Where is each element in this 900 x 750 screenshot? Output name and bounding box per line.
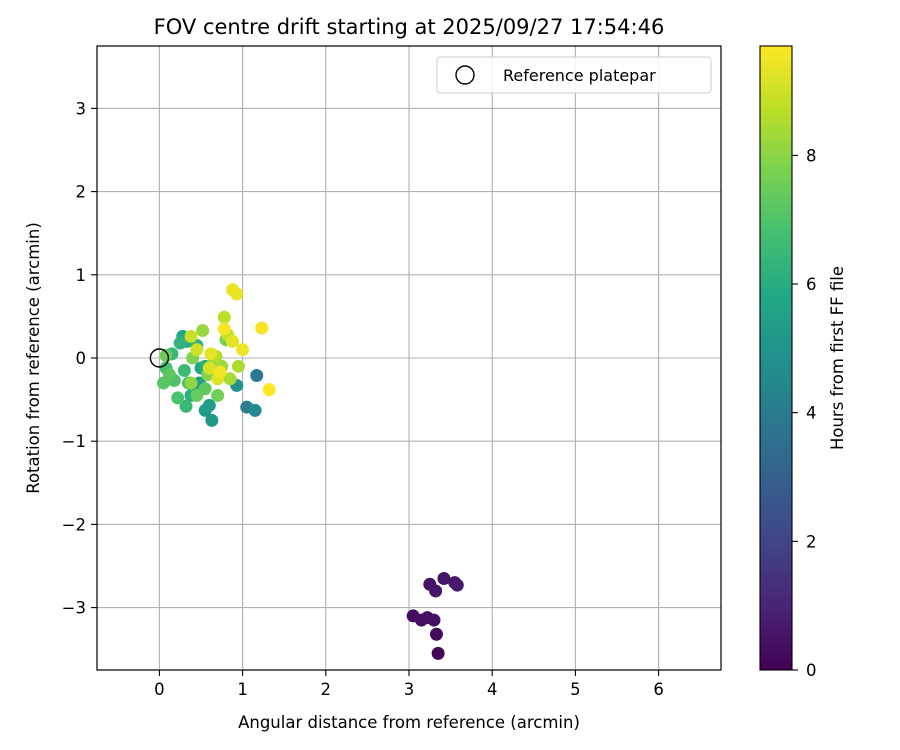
data-point	[250, 368, 264, 382]
data-point	[255, 321, 269, 335]
data-point	[213, 365, 227, 379]
y-tick-label: −2	[62, 515, 86, 534]
data-point	[248, 403, 262, 417]
data-point	[196, 324, 210, 338]
x-tick-label: 0	[154, 680, 165, 699]
grid-lines	[97, 46, 721, 670]
data-point	[211, 388, 225, 402]
data-point	[205, 413, 219, 427]
data-point	[450, 578, 464, 592]
legend-box	[436, 56, 712, 94]
data-point	[202, 398, 216, 412]
data-point	[184, 329, 198, 343]
x-axis-ticks: 0 1 2 3 4 5 6	[154, 670, 664, 699]
data-point	[204, 347, 218, 361]
data-point	[162, 368, 176, 382]
data-point	[427, 613, 441, 627]
colorbar-tick-label: 2	[806, 532, 817, 551]
legend-label: Reference platepar	[503, 66, 656, 85]
data-point	[190, 388, 204, 402]
data-point	[173, 336, 187, 350]
legend-marker-icon	[455, 65, 475, 85]
legend: Reference platepar	[436, 56, 712, 94]
data-point	[431, 646, 445, 660]
colorbar-frame	[759, 45, 793, 671]
y-tick-label: 2	[76, 183, 87, 202]
data-point	[179, 399, 193, 413]
x-tick-label: 1	[237, 680, 248, 699]
y-tick-label: −3	[62, 599, 86, 618]
y-tick-label: −1	[62, 432, 86, 451]
y-tick-label: 0	[76, 349, 87, 368]
data-point	[262, 383, 276, 397]
data-point	[184, 376, 198, 390]
data-point	[429, 584, 443, 598]
data-point	[429, 627, 443, 641]
x-tick-label: 3	[404, 680, 415, 699]
x-axis-label: Angular distance from reference (arcmin)	[238, 713, 580, 732]
data-point	[190, 343, 204, 357]
colorbar	[760, 46, 792, 670]
x-tick-label: 6	[653, 680, 664, 699]
colorbar-label: Hours from first FF file	[828, 266, 847, 450]
data-point	[223, 372, 237, 386]
data-point	[226, 334, 240, 348]
reference-point-marker	[149, 348, 170, 368]
data-point	[171, 391, 185, 405]
y-axis-ticks: −3 −2 −1 0 1 2 3	[62, 99, 97, 618]
data-point	[231, 359, 245, 373]
data-point	[236, 343, 250, 357]
colorbar-ticks: 0 2 4 6 8	[792, 146, 817, 680]
x-tick-label: 2	[321, 680, 332, 699]
chart-title: FOV centre drift starting at 2025/09/27 …	[154, 15, 665, 39]
colorbar-tick-label: 0	[806, 661, 817, 680]
data-point	[230, 287, 244, 301]
x-tick-label: 4	[487, 680, 498, 699]
scatter-points	[157, 283, 464, 660]
data-point	[437, 571, 451, 585]
y-tick-label: 1	[76, 266, 87, 285]
data-point	[159, 349, 173, 363]
x-tick-label: 5	[570, 680, 581, 699]
colorbar-tick-label: 6	[806, 275, 817, 294]
y-axis-label: Rotation from reference (arcmin)	[24, 222, 43, 494]
colorbar-tick-label: 8	[806, 146, 817, 165]
colorbar-tick-label: 4	[806, 404, 817, 423]
y-tick-label: 3	[76, 99, 87, 118]
data-point	[217, 322, 231, 336]
data-point	[217, 310, 231, 324]
data-point	[202, 361, 216, 375]
data-point	[177, 363, 191, 377]
